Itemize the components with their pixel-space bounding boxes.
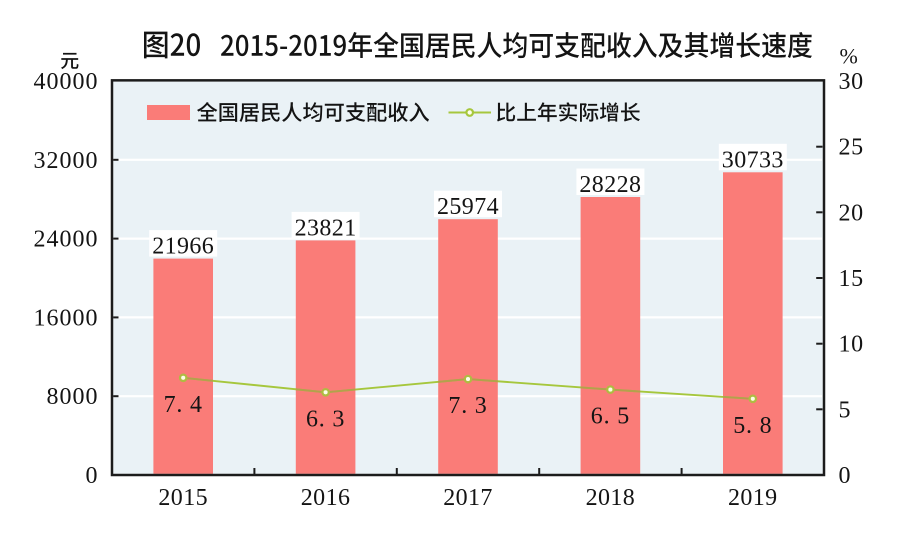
svg-text:40000: 40000 (34, 69, 99, 95)
svg-text:8000: 8000 (47, 384, 99, 410)
svg-text:10: 10 (839, 332, 864, 358)
svg-text:6. 3: 6. 3 (306, 406, 345, 432)
svg-text:0: 0 (86, 463, 99, 489)
svg-text:2019: 2019 (728, 485, 778, 511)
svg-text:7. 4: 7. 4 (164, 392, 203, 418)
svg-text:2015: 2015 (158, 485, 208, 511)
svg-text:21966: 21966 (152, 234, 214, 260)
svg-text:15: 15 (839, 266, 864, 292)
svg-text:5: 5 (839, 397, 852, 423)
svg-text:28228: 28228 (579, 172, 641, 198)
svg-text:%: % (840, 44, 858, 69)
svg-text:2017: 2017 (443, 485, 493, 511)
svg-text:0: 0 (839, 463, 852, 489)
svg-text:24000: 24000 (34, 227, 99, 253)
svg-text:7. 3: 7. 3 (448, 393, 487, 419)
svg-text:23821: 23821 (295, 215, 357, 241)
svg-text:25: 25 (839, 135, 864, 161)
svg-text:30733: 30733 (722, 147, 784, 173)
svg-text:6. 5: 6. 5 (591, 404, 630, 430)
svg-text:5. 8: 5. 8 (733, 413, 772, 439)
svg-text:2018: 2018 (586, 485, 636, 511)
svg-text:25974: 25974 (437, 194, 499, 220)
svg-text:30: 30 (839, 69, 864, 95)
svg-text:2016: 2016 (301, 485, 351, 511)
svg-text:20: 20 (839, 200, 864, 226)
svg-text:16000: 16000 (34, 305, 99, 331)
svg-text:32000: 32000 (34, 148, 99, 174)
